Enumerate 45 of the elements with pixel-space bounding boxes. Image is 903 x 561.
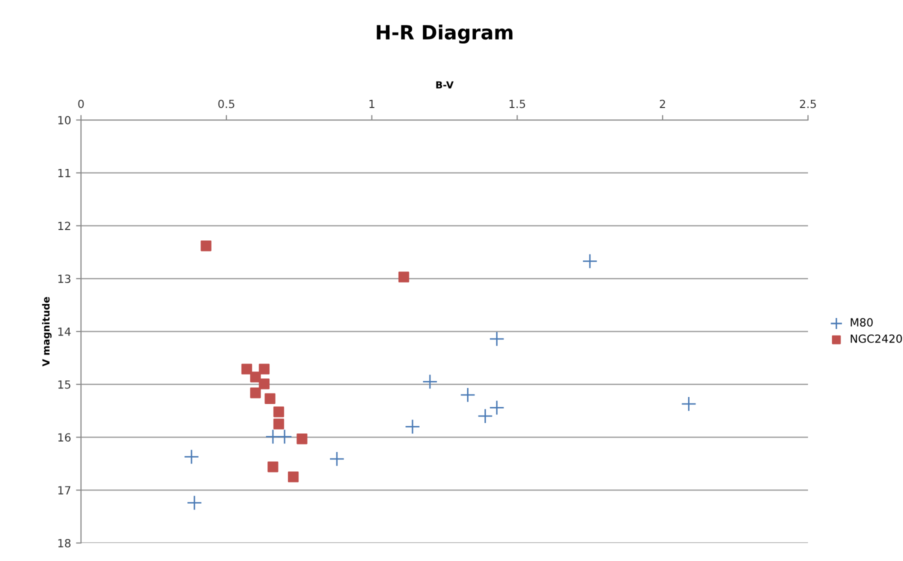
point: [489, 400, 504, 416]
point: [241, 364, 252, 374]
point: [200, 240, 212, 252]
y-tick-label: 11: [58, 168, 70, 178]
point: [329, 451, 345, 467]
point: [258, 378, 270, 390]
point: [276, 429, 292, 444]
point: [184, 449, 200, 464]
point: [250, 387, 261, 398]
point: [422, 374, 438, 390]
x-tick-label: 2.5: [800, 100, 816, 108]
point: [296, 433, 308, 444]
point: [258, 364, 270, 374]
legend-label: NGC2420: [850, 334, 902, 343]
point: [273, 418, 284, 430]
point: [250, 372, 261, 382]
point: [268, 462, 278, 472]
x-tick-label: 1.5: [510, 100, 526, 108]
x-tick-label: 0: [78, 100, 84, 108]
x-tick-label: 2: [660, 100, 666, 108]
x-axis-title: B-V: [436, 81, 454, 88]
y-tick-label: 18: [58, 538, 71, 548]
y-tick-label: 13: [58, 274, 70, 284]
chart-title: H-R Diagram: [376, 24, 512, 44]
y-tick-label: 16: [58, 433, 71, 442]
y-tick-label: 15: [58, 380, 70, 389]
point: [460, 387, 476, 403]
point: [582, 254, 598, 269]
x-tick-label: 0.5: [218, 100, 234, 108]
point: [273, 406, 284, 418]
x-tick-label: 1: [369, 100, 374, 108]
point: [478, 408, 493, 424]
y-tick-label: 12: [58, 222, 70, 230]
y-axis-title: V magnitude: [42, 297, 52, 366]
y-tick-label: 14: [58, 328, 71, 336]
point: [681, 396, 696, 412]
legend-label: M80: [850, 318, 873, 327]
y-tick-label: 10: [58, 116, 71, 124]
y-tick-label: 17: [58, 486, 70, 494]
point: [489, 331, 504, 347]
point: [398, 272, 410, 282]
point: [288, 472, 299, 482]
point: [186, 495, 202, 510]
point: [404, 419, 420, 434]
point: [264, 393, 276, 404]
